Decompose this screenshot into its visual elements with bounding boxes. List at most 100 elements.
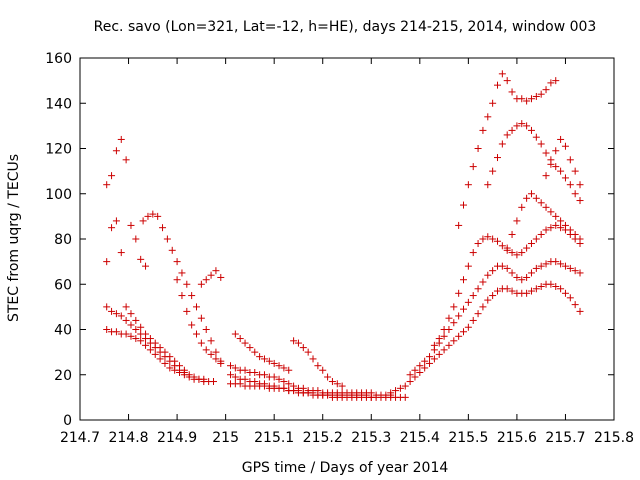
data-point bbox=[527, 240, 535, 248]
data-point bbox=[251, 368, 259, 376]
data-point bbox=[416, 362, 424, 370]
data-point bbox=[518, 95, 526, 103]
data-point bbox=[202, 326, 210, 333]
data-point bbox=[103, 326, 111, 333]
data-point bbox=[508, 287, 516, 295]
data-point bbox=[513, 251, 521, 259]
x-tick-label: 215.2 bbox=[303, 430, 343, 446]
data-point bbox=[547, 208, 555, 216]
data-point bbox=[411, 373, 419, 381]
data-point bbox=[212, 348, 220, 356]
data-point bbox=[285, 380, 293, 388]
data-point bbox=[127, 310, 135, 318]
data-point bbox=[197, 314, 205, 322]
data-point bbox=[333, 380, 341, 388]
data-point bbox=[557, 135, 565, 143]
data-point bbox=[241, 375, 249, 383]
data-point bbox=[440, 332, 448, 340]
data-point bbox=[142, 262, 150, 270]
data-point bbox=[392, 387, 400, 395]
data-point bbox=[421, 357, 429, 365]
y-tick-label: 0 bbox=[63, 413, 72, 429]
data-point bbox=[156, 348, 164, 356]
data-point bbox=[154, 212, 162, 220]
data-point bbox=[149, 210, 157, 218]
data-point bbox=[479, 278, 487, 286]
data-point bbox=[260, 355, 268, 363]
data-point bbox=[566, 264, 574, 272]
data-point bbox=[178, 292, 186, 300]
data-point bbox=[142, 335, 150, 343]
data-points bbox=[103, 70, 584, 401]
data-point bbox=[231, 330, 239, 338]
data-point bbox=[532, 285, 540, 293]
data-point bbox=[532, 133, 540, 141]
data-point bbox=[294, 339, 302, 347]
data-point bbox=[518, 203, 526, 211]
data-point bbox=[319, 366, 327, 374]
data-point bbox=[557, 217, 565, 225]
data-point bbox=[489, 167, 497, 175]
data-point bbox=[542, 149, 550, 157]
data-point bbox=[103, 181, 111, 189]
data-point bbox=[193, 330, 201, 338]
data-point bbox=[552, 258, 560, 266]
data-point bbox=[547, 160, 555, 168]
data-point bbox=[571, 190, 579, 198]
data-point bbox=[469, 292, 477, 300]
data-point bbox=[484, 233, 492, 241]
data-point bbox=[275, 362, 283, 370]
data-point bbox=[469, 249, 477, 257]
chart-title: Rec. savo (Lon=321, Lat=-12, h=HE), days… bbox=[94, 19, 597, 35]
data-point bbox=[137, 255, 145, 263]
data-point bbox=[523, 194, 531, 202]
data-point bbox=[518, 276, 526, 284]
data-point bbox=[489, 292, 497, 300]
data-point bbox=[166, 357, 174, 365]
data-point bbox=[527, 95, 535, 103]
y-tick-label: 60 bbox=[54, 277, 72, 293]
data-point bbox=[324, 391, 332, 399]
data-point bbox=[127, 221, 135, 229]
data-point bbox=[416, 368, 424, 376]
data-point bbox=[236, 380, 244, 388]
data-point bbox=[406, 378, 414, 386]
data-point bbox=[183, 280, 191, 288]
data-point bbox=[532, 235, 540, 243]
data-point bbox=[508, 249, 516, 257]
data-point bbox=[503, 264, 511, 272]
data-point bbox=[401, 382, 409, 390]
data-point bbox=[207, 337, 215, 345]
data-point bbox=[566, 226, 574, 234]
data-point bbox=[479, 235, 487, 243]
data-point bbox=[132, 326, 140, 333]
data-point bbox=[217, 273, 225, 281]
data-point bbox=[161, 359, 169, 367]
data-point bbox=[503, 77, 511, 85]
data-point bbox=[527, 126, 535, 134]
data-point bbox=[460, 201, 468, 209]
y-tick-label: 40 bbox=[54, 323, 72, 339]
data-point bbox=[241, 339, 249, 347]
data-point bbox=[542, 260, 550, 268]
data-point bbox=[523, 122, 531, 130]
data-point bbox=[241, 366, 249, 374]
y-tick-label: 140 bbox=[45, 96, 72, 112]
data-point bbox=[151, 350, 159, 358]
data-point bbox=[576, 197, 584, 205]
data-point bbox=[236, 335, 244, 343]
data-point bbox=[557, 260, 565, 268]
data-point bbox=[159, 224, 167, 232]
data-point bbox=[163, 235, 171, 243]
data-point bbox=[455, 221, 463, 229]
data-point bbox=[314, 362, 322, 370]
data-point bbox=[161, 353, 169, 361]
data-point bbox=[309, 389, 317, 397]
data-point bbox=[503, 131, 511, 139]
data-point bbox=[176, 368, 184, 376]
data-point bbox=[547, 224, 555, 232]
data-point bbox=[146, 346, 154, 354]
data-point bbox=[435, 350, 443, 358]
y-tick-label: 160 bbox=[45, 51, 72, 67]
